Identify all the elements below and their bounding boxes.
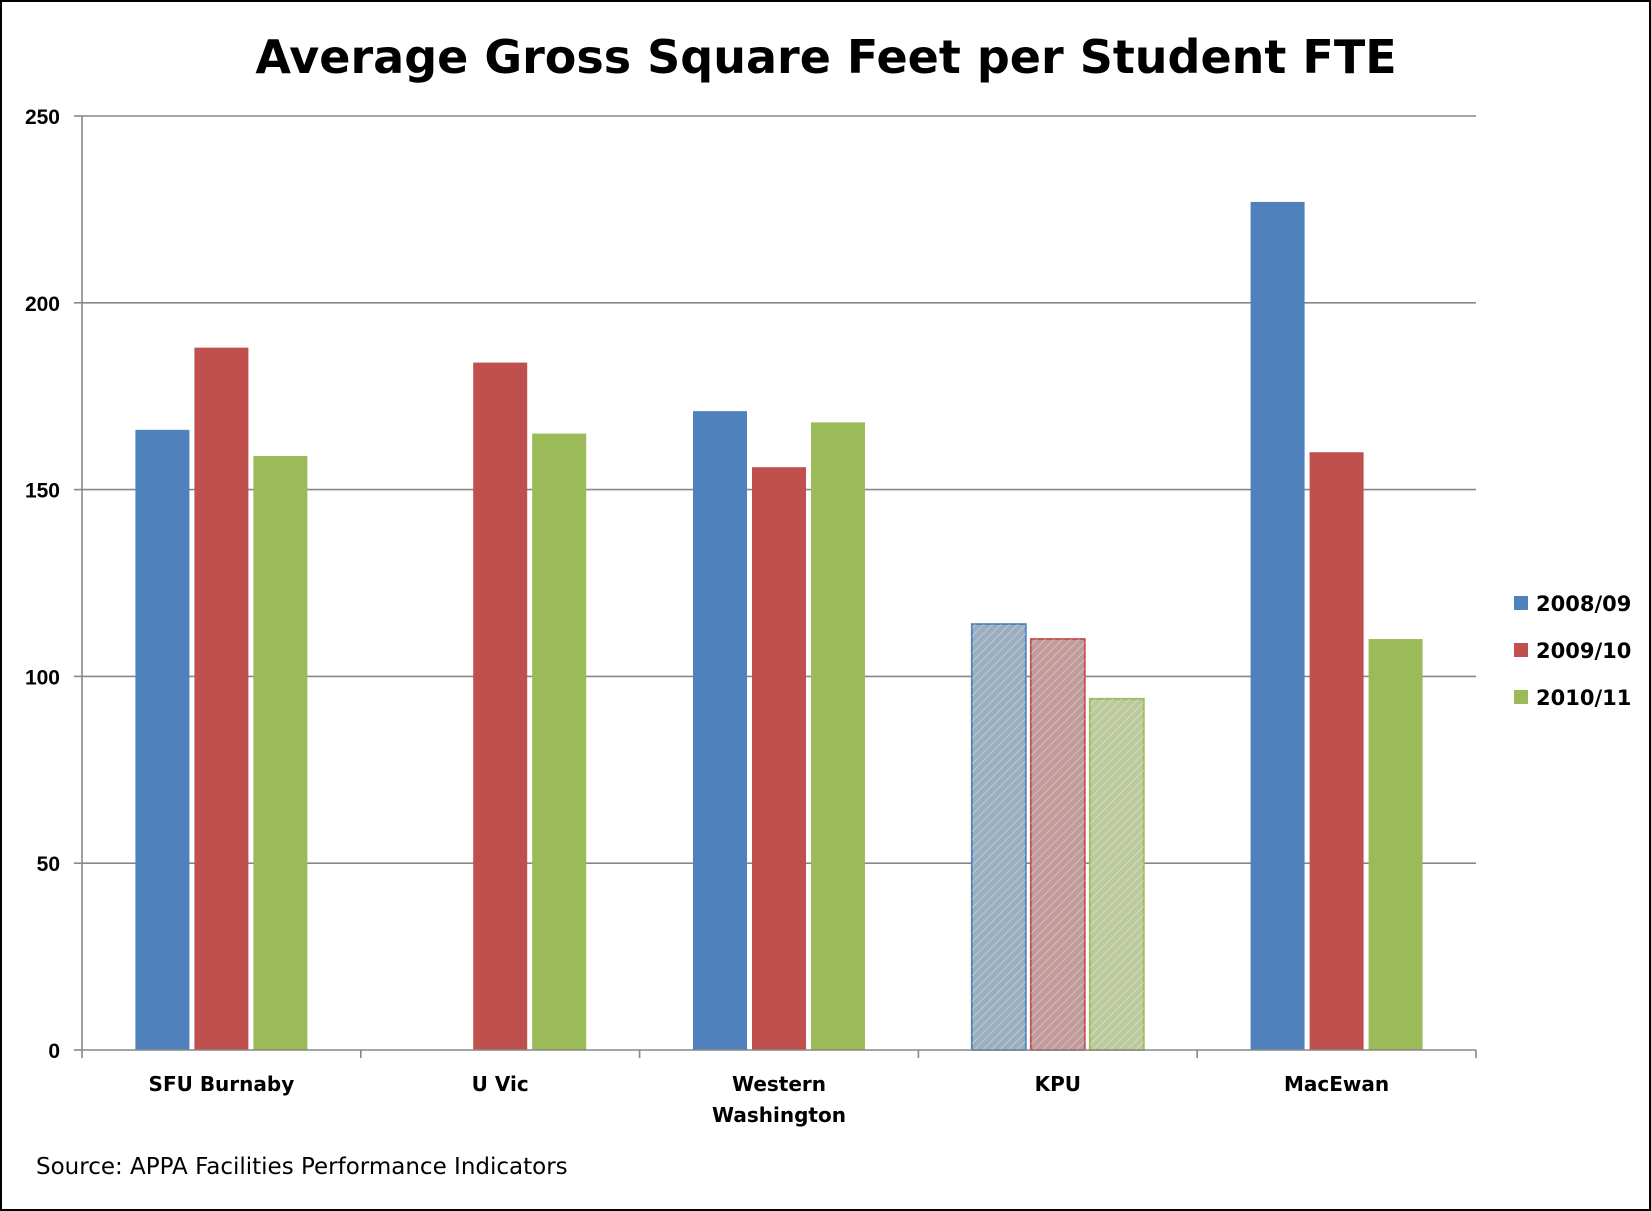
- y-tick-label: 200: [25, 293, 60, 316]
- source-note: Source: APPA Facilities Performance Indi…: [36, 1154, 568, 1180]
- bars: [135, 201, 1423, 1051]
- bar-sfu-burnaby-2008-09: [135, 429, 190, 1051]
- x-category-label-line: SFU Burnaby: [149, 1072, 295, 1096]
- legend-label: 2010/11: [1536, 686, 1631, 710]
- x-category-label-line: Washington: [712, 1103, 846, 1127]
- bar-western-washington-2009-10: [752, 467, 806, 1051]
- bar-hatch-overlay: [1089, 698, 1144, 1050]
- x-category-label: SFU Burnaby: [149, 1072, 295, 1096]
- bar-u-vic-2009-10: [473, 362, 528, 1050]
- bar-macewan-2009-10: [1309, 452, 1364, 1050]
- y-tick-label: 100: [25, 666, 60, 689]
- legend-item: 2010/11: [1514, 686, 1631, 710]
- legend-swatch: [1514, 690, 1528, 704]
- bar-hatch-overlay: [971, 624, 1026, 1050]
- x-category-label: KPU: [1035, 1072, 1081, 1096]
- y-tick-label: 250: [25, 106, 60, 129]
- x-category-label: U Vic: [472, 1072, 529, 1096]
- y-axis-ticks: 0 50 100 150 200 250: [25, 106, 60, 1063]
- legend-swatch: [1514, 596, 1528, 610]
- bar-macewan-2010-11: [1368, 639, 1423, 1050]
- chart-title: Average Gross Square Feet per Student FT…: [255, 30, 1396, 84]
- y-tick-label: 50: [37, 853, 60, 876]
- legend-swatch: [1514, 643, 1528, 657]
- y-tick-label: 0: [48, 1040, 60, 1063]
- x-category-label-line: MacEwan: [1284, 1072, 1389, 1096]
- legend-label: 2008/09: [1536, 592, 1631, 616]
- bar-sfu-burnaby-2009-10: [194, 347, 249, 1051]
- x-category-label: Western Washington: [712, 1072, 846, 1127]
- x-category-label-line: KPU: [1035, 1072, 1081, 1096]
- x-category-label-line: U Vic: [472, 1072, 529, 1096]
- axes: [74, 115, 1477, 1058]
- legend-item: 2008/09: [1514, 592, 1631, 616]
- y-tick-label: 150: [25, 480, 60, 503]
- bar-u-vic-2010-11: [532, 433, 587, 1050]
- bar-western-washington-2008-09: [693, 411, 747, 1050]
- x-category-label: MacEwan: [1284, 1072, 1389, 1096]
- legend: 2008/09 2009/10 2010/11: [1514, 592, 1631, 710]
- x-axis-labels: SFU Burnaby U Vic Western Washington KPU MacE…: [149, 1072, 1390, 1127]
- bar-macewan-2008-09: [1250, 201, 1305, 1051]
- legend-item: 2009/10: [1514, 639, 1631, 663]
- legend-label: 2009/10: [1536, 639, 1631, 663]
- x-category-label-line: Western: [732, 1072, 826, 1096]
- bar-sfu-burnaby-2010-11: [253, 455, 308, 1050]
- bar-western-washington-2010-11: [811, 422, 865, 1050]
- bar-hatch-overlay: [1030, 639, 1085, 1050]
